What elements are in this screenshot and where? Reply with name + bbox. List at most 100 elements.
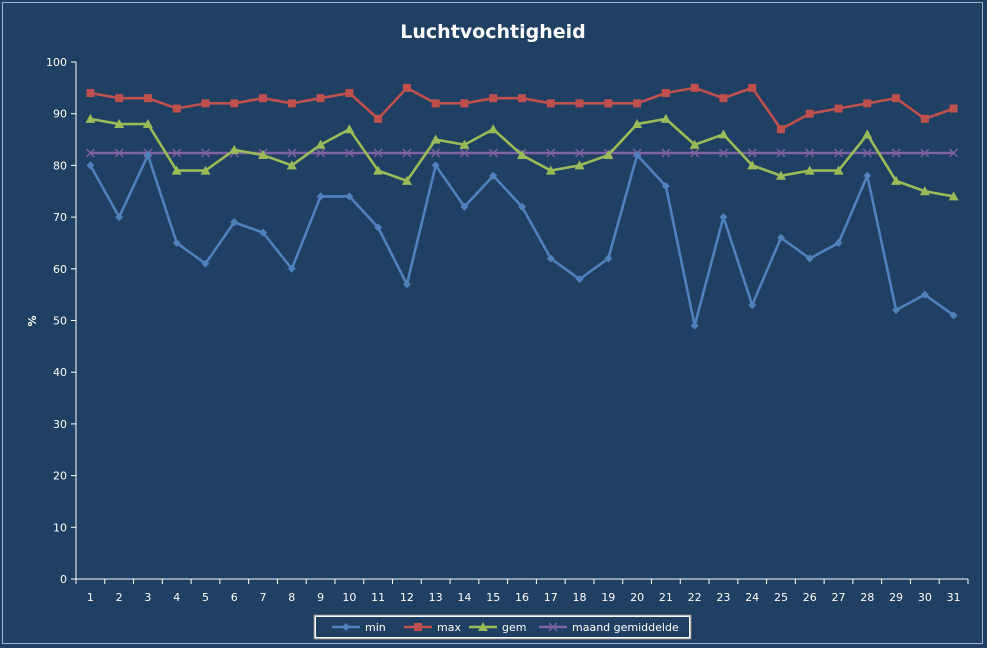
data-point [891,148,901,158]
x-tick-label: 1 [87,591,94,604]
data-point [316,94,325,103]
data-point [862,129,873,139]
series-min [86,151,958,330]
x-marker-stroke [920,148,930,158]
x-marker-stroke [747,148,757,158]
x-tick-label: 11 [371,591,385,604]
legend-item-min: min [332,621,386,634]
y-tick-label: 80 [53,159,67,172]
data-point [460,99,469,108]
data-point [459,139,470,149]
data-point [690,148,700,158]
y-tick-label: 30 [53,418,67,431]
x-tick-label: 27 [832,591,846,604]
data-point [920,290,929,299]
x-marker-stroke [172,148,182,158]
data-point [545,165,556,175]
x-tick-label: 6 [231,591,238,604]
data-point [805,148,815,158]
data-point [863,171,872,180]
x-marker-stroke [431,148,441,158]
x-tick-label: 17 [544,591,558,604]
data-point [748,300,757,309]
data-point [316,148,326,158]
x-marker-stroke [402,148,412,158]
data-point [345,89,354,98]
legend-label: max [437,621,461,634]
data-point [85,148,95,158]
x-tick-label: 16 [515,591,529,604]
legend-inner [316,617,689,637]
data-point [86,161,95,170]
data-point [286,160,297,170]
data-point [143,151,152,160]
x-marker-stroke [690,148,700,158]
data-point [661,89,670,98]
data-point [171,165,182,175]
data-point [920,148,930,158]
data-point [401,175,412,185]
x-tick-label: 31 [947,591,961,604]
y-tick-label: 70 [53,211,67,224]
x-tick-label: 3 [144,591,151,604]
x-tick-label: 14 [457,591,471,604]
data-point [374,223,383,232]
x-marker-stroke [201,148,210,158]
x-tick-label: 23 [716,591,730,604]
data-point [114,119,125,129]
data-point [805,109,814,118]
data-point [201,259,210,268]
data-point [661,148,671,158]
data-point [172,104,181,113]
x-tick-label: 25 [774,591,788,604]
x-marker-stroke [718,148,728,158]
data-point [374,114,383,123]
data-point [344,124,355,134]
data-point [949,311,958,320]
x-marker-stroke [862,148,872,158]
data-point [287,99,296,108]
data-point [575,275,584,284]
x-tick-label: 12 [400,591,414,604]
data-point [489,171,498,180]
chart-title: Luchtvochtigheid [400,21,585,43]
data-point [200,165,211,175]
legend-item-max: max [404,621,461,634]
x-tick-label: 24 [745,591,759,604]
data-point [833,165,844,175]
y-axis-label: % [26,315,39,326]
data-point [575,99,584,108]
data-point [172,238,181,247]
data-point [574,160,585,170]
data-point [489,94,498,103]
legend-label: gem [502,621,526,634]
data-point [603,150,614,160]
data-point [143,94,152,103]
data-point [891,175,902,185]
data-point [316,192,325,201]
x-marker-stroke [891,148,901,158]
data-point [430,134,441,144]
data-point [230,99,239,108]
data-point [834,148,843,158]
x-tick-label: 15 [486,591,500,604]
y-tick-label: 0 [60,573,67,586]
y-tick-label: 60 [53,263,67,276]
data-point [142,119,153,129]
data-point [920,114,929,123]
x-tick-label: 26 [803,591,817,604]
x-marker-stroke [344,148,354,158]
x-tick-label: 9 [317,591,324,604]
x-marker-stroke [85,148,95,158]
y-tick-label: 20 [53,470,67,483]
x-marker-stroke [459,148,469,158]
data-point [948,191,959,201]
data-point [834,104,843,113]
data-point [115,213,124,222]
x-marker-stroke [776,148,786,158]
data-point [546,148,556,158]
data-point [747,160,758,170]
data-point [661,182,670,191]
x-tick-label: 21 [659,591,673,604]
